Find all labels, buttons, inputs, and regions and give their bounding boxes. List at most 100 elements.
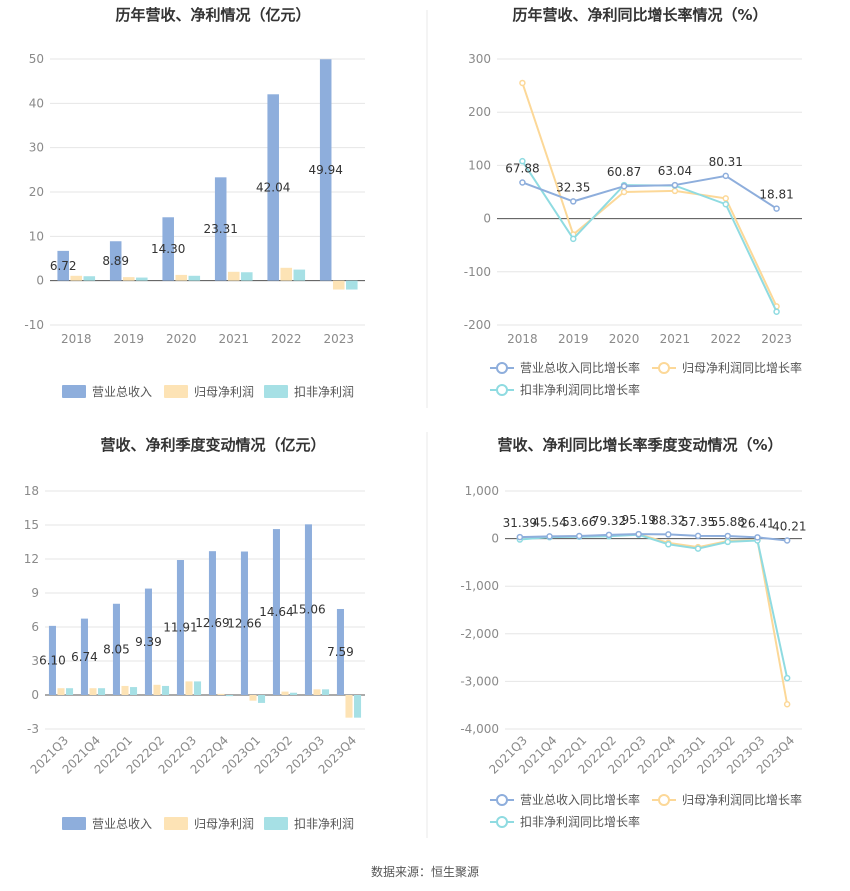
data-label: 8.05 <box>103 642 130 656</box>
data-point <box>665 531 672 538</box>
data-point <box>783 537 791 544</box>
chart-title: 营收、净利同比增长率季度变动情况（%） <box>497 436 782 454</box>
bar-revenue <box>267 94 279 281</box>
data-point <box>722 172 729 180</box>
bar-deducted-profit <box>194 681 202 695</box>
bar-net-profit <box>345 695 353 718</box>
data-label: 14.64 <box>259 605 293 619</box>
legend-swatch <box>62 817 86 830</box>
legend-marker <box>658 794 670 806</box>
bar-revenue <box>112 603 120 695</box>
bar-revenue <box>319 59 332 281</box>
bar-net-profit <box>281 691 289 695</box>
bar-net-profit <box>89 688 97 695</box>
data-label: 26.41 <box>740 516 774 530</box>
x-tick-label: 2020 <box>166 332 197 346</box>
y-tick-label: -4,000 <box>460 722 499 736</box>
data-point <box>694 545 702 552</box>
x-tick-label: 2018 <box>61 332 92 346</box>
data-source-note: 数据来源：恒生聚源 <box>371 864 479 879</box>
data-label: 45.54 <box>532 515 566 529</box>
bar-deducted-profit <box>130 687 138 695</box>
legend-label: 扣非净利润同比增长率 <box>520 382 640 397</box>
data-label: 7.59 <box>327 645 354 659</box>
bar-revenue <box>162 217 174 281</box>
legend-swatch <box>164 817 188 830</box>
y-tick-label: 300 <box>468 52 491 66</box>
legend-swatch <box>62 385 86 398</box>
legend-swatch <box>164 385 188 398</box>
bar-deducted-profit <box>188 275 201 281</box>
data-point <box>671 181 679 189</box>
bar-deducted-profit <box>136 277 148 281</box>
y-tick-label: 0 <box>36 274 44 288</box>
data-point <box>576 532 583 540</box>
legend-label: 扣非净利润同比增长率 <box>520 814 640 829</box>
data-point <box>519 79 526 87</box>
y-tick-label: 12 <box>24 552 39 566</box>
y-tick-label: 0 <box>491 532 499 546</box>
y-tick-label: 15 <box>24 518 39 532</box>
data-point <box>722 200 729 208</box>
bar-net-profit <box>227 271 240 281</box>
data-point <box>783 674 791 682</box>
data-point <box>570 235 577 243</box>
bar-net-profit <box>217 693 225 695</box>
data-label: 49.94 <box>309 163 343 177</box>
bar-revenue <box>57 250 69 281</box>
bar-revenue <box>240 551 248 695</box>
data-point <box>671 187 679 195</box>
bar-deducted-profit <box>322 689 330 695</box>
bar-revenue <box>272 529 280 695</box>
data-point <box>519 179 526 186</box>
y-tick-label: -200 <box>464 318 491 332</box>
series-line-net-profit <box>519 533 789 705</box>
x-tick-label: 2021 <box>660 332 691 346</box>
y-tick-label: 10 <box>29 229 44 243</box>
y-tick-label: -3,000 <box>460 674 499 688</box>
bar-net-profit <box>57 688 65 695</box>
data-label: 32.35 <box>556 180 590 194</box>
x-tick-label: 2019 <box>558 332 589 346</box>
y-tick-label: 20 <box>29 185 44 199</box>
data-label: 14.30 <box>151 242 185 256</box>
data-label: 9.39 <box>135 635 162 649</box>
legend-marker <box>496 384 508 396</box>
legend-label: 归母净利润 <box>194 817 254 831</box>
y-tick-label: 200 <box>468 105 491 119</box>
data-point <box>724 532 731 540</box>
y-tick-label: 30 <box>29 141 44 155</box>
y-tick-label: 100 <box>468 158 491 172</box>
data-label: 42.04 <box>256 180 290 194</box>
quarterly-revenue-profit-chart: 营收、净利季度变动情况（亿元）-303691215182021Q32021Q42… <box>24 436 365 831</box>
data-label: 6.10 <box>39 653 66 667</box>
data-label: 80.31 <box>709 155 743 169</box>
legend-marker <box>496 794 508 806</box>
data-point <box>620 188 628 196</box>
bar-net-profit <box>153 684 161 695</box>
data-label: 67.88 <box>505 161 539 175</box>
legend-label: 扣非净利润 <box>294 817 354 831</box>
data-label: 79.32 <box>592 514 626 528</box>
data-label: 88.32 <box>651 513 685 527</box>
x-tick-label: 2023 <box>323 332 354 346</box>
legend-marker <box>658 362 670 374</box>
data-point <box>724 538 731 546</box>
data-point <box>773 205 780 212</box>
bar-net-profit <box>280 267 293 281</box>
data-label: 15.06 <box>291 603 325 617</box>
y-tick-label: -100 <box>464 265 491 279</box>
data-point <box>635 530 642 538</box>
chart-title: 历年营收、净利同比增长率情况（%） <box>512 6 767 24</box>
data-label: 12.66 <box>227 616 261 630</box>
x-tick-label: 2018 <box>507 332 538 346</box>
bar-revenue <box>109 241 122 281</box>
bar-deducted-profit <box>162 685 170 695</box>
series-line-revenue <box>519 533 788 542</box>
legend-label: 扣非净利润 <box>294 385 354 399</box>
y-tick-label: -3 <box>27 722 39 736</box>
data-point <box>783 700 791 708</box>
data-point <box>754 534 761 541</box>
bar-revenue <box>214 177 227 281</box>
data-label: 31.39 <box>503 516 537 530</box>
